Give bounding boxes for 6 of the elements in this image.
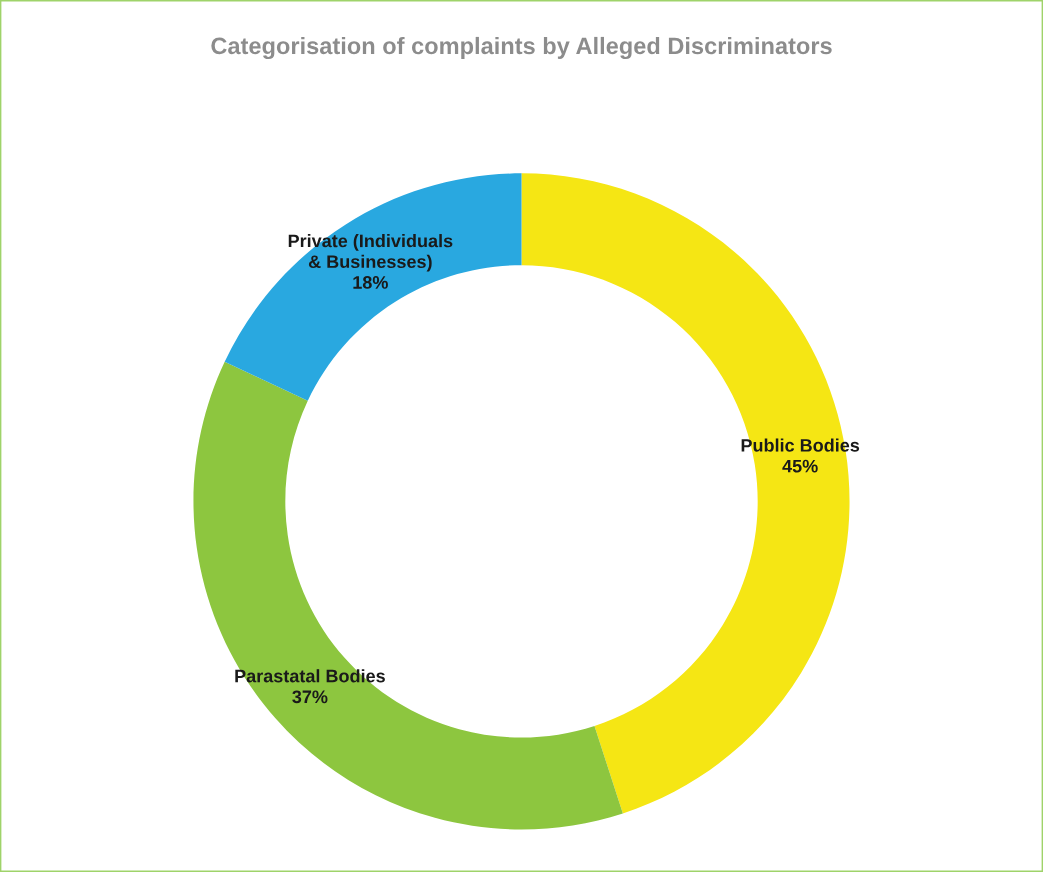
data-label: 37% [292, 690, 328, 704]
donut-slice [224, 173, 522, 401]
data-label: 45% [782, 459, 818, 473]
donut-slice [193, 361, 623, 830]
data-label: 18% [353, 276, 388, 289]
chart-title: Categorisation of complaints by Alleged Discriminators [211, 36, 832, 60]
